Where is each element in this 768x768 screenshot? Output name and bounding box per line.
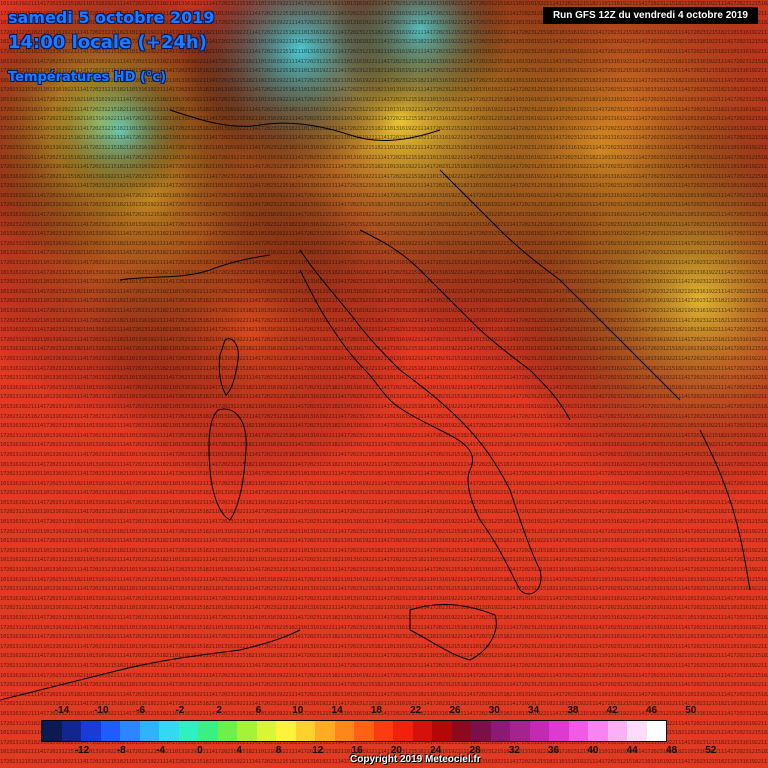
greece-coast (699, 429, 751, 591)
legend-swatch (334, 721, 354, 741)
legend-bottom-label: 44 (626, 745, 638, 756)
alps-border (169, 109, 441, 141)
legend-swatch (237, 721, 257, 741)
legend-bottom-label: 4 (236, 745, 242, 756)
legend-swatch (276, 721, 296, 741)
legend-swatch (217, 721, 237, 741)
legend-top-label: -14 (54, 705, 70, 716)
legend-top-label: 18 (370, 705, 382, 716)
legend-swatch (373, 721, 393, 741)
french-coast (119, 254, 271, 281)
legend-swatch (178, 721, 198, 741)
legend-swatch (120, 721, 140, 741)
legend-swatch (627, 721, 647, 741)
corsica-outline (218, 338, 239, 396)
legend-top-label: 14 (331, 705, 343, 716)
legend-top-label: -6 (136, 705, 146, 716)
legend-top-label: 46 (645, 705, 658, 716)
legend-swatch (295, 721, 315, 741)
legend-swatch (159, 721, 179, 741)
legend-swatch (529, 721, 549, 741)
legend-top-label: 22 (410, 705, 422, 716)
legend-swatch (471, 721, 491, 741)
legend-top-label: 34 (528, 705, 540, 716)
legend-top-label: 6 (255, 705, 262, 716)
legend-bottom-label: 16 (351, 745, 363, 756)
balkan-coast (439, 169, 681, 401)
legend-top-label: -2 (175, 705, 185, 716)
legend-swatch (256, 721, 276, 741)
legend-swatch (568, 721, 588, 741)
legend-swatch (61, 721, 81, 741)
color-legend (41, 720, 667, 742)
legend-swatch (607, 721, 627, 741)
legend-swatch (588, 721, 608, 741)
map-parameter-title: Températures HD (°c) (8, 70, 167, 85)
legend-swatch (198, 721, 218, 741)
legend-top-label: 50 (685, 705, 697, 716)
legend-bottom-label: 36 (548, 745, 560, 756)
legend-top-label: 38 (567, 705, 579, 716)
legend-bottom-label: -8 (116, 745, 126, 756)
legend-top-label: -10 (94, 705, 109, 716)
legend-swatch (315, 721, 335, 741)
legend-top-label: 30 (488, 705, 500, 716)
legend-swatch (354, 721, 374, 741)
legend-swatch (490, 721, 510, 741)
legend-swatch (42, 721, 62, 741)
legend-swatch (432, 721, 452, 741)
legend-swatch (393, 721, 413, 741)
legend-swatch (549, 721, 569, 741)
legend-top-label: 26 (449, 705, 461, 716)
legend-top-label: 10 (292, 705, 304, 716)
legend-swatch (100, 721, 120, 741)
copyright-text: Copyright 2019 Meteociel.fr (350, 754, 481, 765)
legend-bottom-label: 12 (312, 745, 324, 756)
legend-top-label: 2 (216, 705, 222, 716)
legend-bottom-label: 24 (430, 745, 442, 756)
map-time-title: 14:00 locale (+24h) (8, 32, 207, 53)
sardinia-outline (208, 408, 247, 521)
legend-bottom-label: 32 (508, 745, 520, 756)
legend-bottom-label: 8 (275, 745, 282, 756)
legend-bottom-label: -12 (74, 745, 90, 756)
legend-bottom-label: 40 (587, 745, 599, 756)
legend-swatch (81, 721, 101, 741)
legend-bottom-label: 48 (665, 745, 678, 756)
legend-swatch (412, 721, 432, 741)
legend-bottom-label: -4 (156, 745, 166, 756)
legend-swatch (646, 721, 666, 741)
sicily-outline (409, 604, 497, 661)
legend-top-label: 42 (606, 705, 618, 716)
legend-swatch (451, 721, 471, 741)
legend-bottom-label: 0 (197, 745, 203, 756)
italy-coastline (299, 249, 542, 595)
legend-bottom-label: 52 (705, 745, 717, 756)
legend-bottom-label: 20 (390, 745, 402, 756)
north-africa-coast (0, 629, 301, 701)
map-date-title: samedi 5 octobre 2019 (8, 8, 215, 27)
run-info-badge: Run GFS 12Z du vendredi 4 octobre 2019 (542, 7, 758, 24)
legend-bottom-label: 28 (469, 745, 481, 756)
legend-swatch (510, 721, 530, 741)
adriatic-coast (359, 229, 571, 421)
legend-swatch (139, 721, 159, 741)
